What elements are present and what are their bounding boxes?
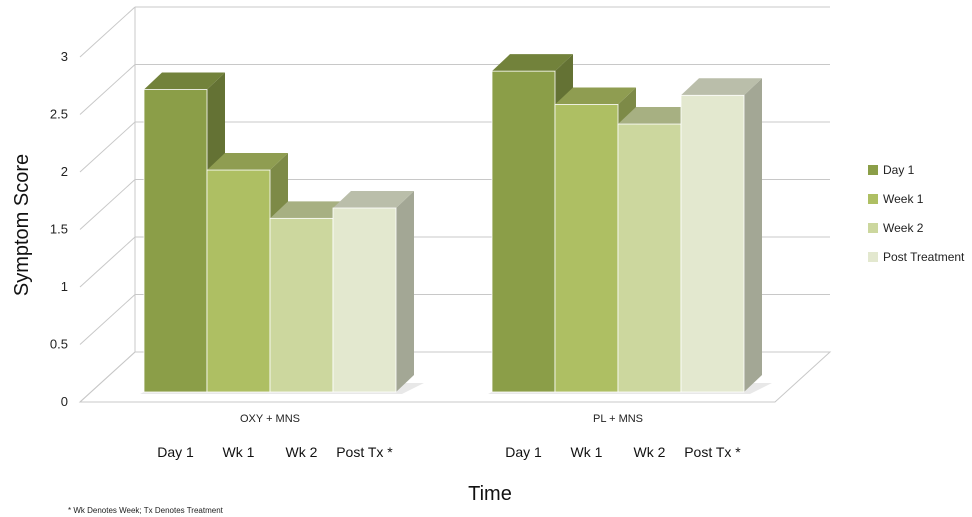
- y-tick-label: 1: [61, 279, 68, 294]
- gridline-diagonal: [79, 121, 136, 173]
- gridline-diagonal: [79, 236, 136, 288]
- gridline-diagonal: [79, 64, 136, 115]
- y-tick-label: 0: [61, 394, 68, 409]
- bar-top: [207, 153, 288, 171]
- category-label: Wk 1: [223, 444, 255, 460]
- category-label: Day 1: [505, 444, 542, 460]
- x-axis-title: Time: [468, 483, 512, 505]
- gridline-diagonal: [79, 294, 136, 345]
- bar-top: [492, 54, 573, 72]
- x-axis-labels: OXY + MNS Day 1 Wk 1 Wk 2 Post Tx * PL + MNS D…: [157, 413, 741, 460]
- category-label: Post Tx *: [336, 444, 393, 460]
- footnote: * Wk Denotes Week; Tx Denotes Treatment: [68, 506, 224, 515]
- legend-swatch: [868, 165, 878, 175]
- bar-post-treatment: [332, 191, 414, 393]
- bar-top: [144, 72, 225, 90]
- bar-side: [396, 191, 414, 392]
- y-tick-label: 0.5: [50, 337, 68, 352]
- y-axis-title: Symptom Score: [11, 154, 33, 296]
- bar-front: [554, 104, 619, 393]
- category-label: Wk 2: [286, 444, 318, 460]
- gridline-diagonal: [79, 6, 136, 58]
- bar-front: [617, 123, 682, 393]
- gridline-diagonal: [79, 179, 136, 230]
- category-label: Day 1: [157, 444, 194, 460]
- chart-floor: [78, 351, 832, 403]
- legend-swatch: [868, 252, 878, 262]
- legend-label: Week 2: [883, 221, 924, 235]
- legend-swatch: [868, 194, 878, 204]
- bar-top: [681, 78, 762, 96]
- y-axis-ticks: 0 0.5 1 1.5 2 2.5 3: [50, 49, 68, 409]
- group-label: PL + MNS: [593, 413, 643, 425]
- legend: Day 1 Week 1 Week 2 Post Treatment: [868, 163, 965, 264]
- bar-front: [269, 217, 334, 393]
- y-tick-label: 2.5: [50, 107, 68, 122]
- category-label: Wk 1: [571, 444, 603, 460]
- legend-label: Week 1: [883, 192, 924, 206]
- bar-front: [143, 89, 208, 393]
- y-tick-label: 3: [61, 49, 68, 64]
- bar-top: [555, 87, 636, 105]
- legend-label: Post Treatment: [883, 250, 965, 264]
- category-label: Wk 2: [634, 444, 666, 460]
- bar-top: [333, 191, 414, 208]
- bar-front: [332, 207, 397, 393]
- bars: [140, 54, 772, 394]
- floor-outline: [78, 351, 832, 403]
- group-label: OXY + MNS: [240, 413, 300, 425]
- bar-side: [744, 78, 762, 393]
- legend-label: Day 1: [883, 163, 915, 177]
- y-tick-label: 2: [61, 164, 68, 179]
- bar-top: [270, 201, 351, 219]
- legend-swatch: [868, 223, 878, 233]
- bar-front: [491, 70, 556, 393]
- bar-post-treatment: [680, 78, 762, 393]
- y-tick-label: 1.5: [50, 222, 68, 237]
- bar-top: [618, 107, 699, 125]
- bar-front: [680, 94, 745, 393]
- category-label: Post Tx *: [684, 444, 741, 460]
- bar-front: [206, 169, 271, 393]
